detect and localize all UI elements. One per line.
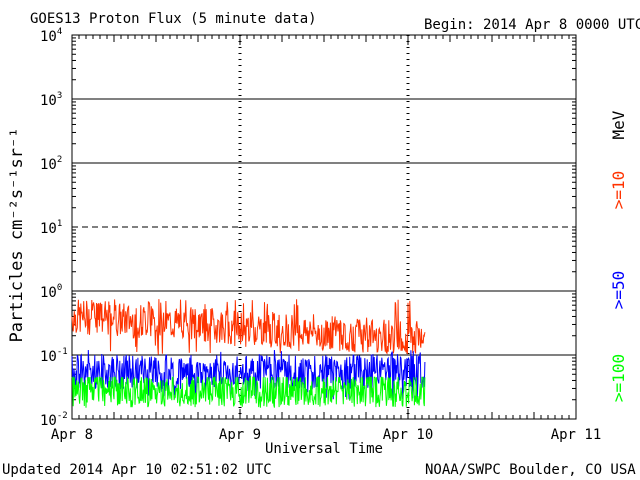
y-tick-label: 103: [40, 91, 62, 109]
x-tick-label: Apr 10: [383, 427, 434, 443]
x-tick-label: Apr 11: [551, 427, 602, 443]
energy-channel-label: >=100: [609, 354, 628, 402]
y-axis-title: Particles cm⁻²s⁻¹sr⁻¹: [7, 128, 27, 343]
y-tick-label: 100: [40, 283, 62, 301]
credit-label: NOAA/SWPC Boulder, CO USA: [425, 462, 636, 478]
energy-channel-label: >=50: [609, 271, 628, 310]
x-tick-label: Apr 8: [51, 427, 93, 443]
x-axis-title: Universal Time: [265, 441, 383, 457]
series-line: [71, 375, 426, 408]
energy-channel-label: MeV: [609, 110, 628, 139]
y-tick-label: 101: [40, 219, 62, 237]
y-tick-label: 10-2: [40, 411, 68, 429]
series-line: [71, 299, 426, 355]
y-tick-label: 104: [40, 27, 62, 45]
x-tick-label: Apr 9: [219, 427, 261, 443]
chart-title: GOES13 Proton Flux (5 minute data): [30, 11, 317, 27]
y-tick-label: 102: [40, 155, 62, 173]
energy-channel-label: >=10: [609, 171, 628, 210]
updated-timestamp: Updated 2014 Apr 10 02:51:02 UTC: [2, 462, 272, 478]
y-tick-label: 10-1: [40, 347, 68, 365]
begin-time-label: Begin: 2014 Apr 8 0000 UTC: [424, 17, 640, 33]
